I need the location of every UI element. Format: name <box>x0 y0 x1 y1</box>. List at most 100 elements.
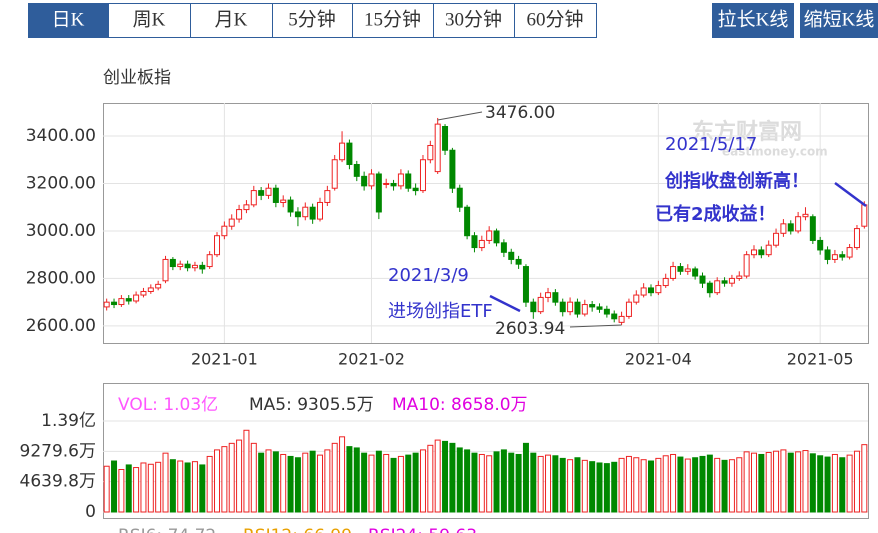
volume-bar <box>633 457 640 513</box>
y-tick-label: 4639.8万 <box>20 472 96 492</box>
candle-body <box>861 204 868 227</box>
volume-bar <box>743 451 750 513</box>
volume-bar <box>500 449 507 513</box>
volume-bar <box>780 449 787 513</box>
candle-body <box>383 182 390 185</box>
volume-bar <box>287 455 294 513</box>
candle-body <box>287 199 294 213</box>
candle-body <box>633 294 640 303</box>
volume-bar <box>817 455 824 513</box>
candle-body <box>728 277 735 284</box>
candle-body <box>250 190 257 206</box>
volume-bar <box>103 465 110 513</box>
watermark: eastmoney.com <box>722 145 828 159</box>
candle-body <box>434 123 441 173</box>
tab-label[interactable]: 60分钟 <box>526 8 583 30</box>
tab[interactable] <box>352 3 434 38</box>
button-label[interactable]: 拉长K线 <box>718 8 789 30</box>
volume-bar <box>302 452 309 513</box>
volume-bar <box>294 457 301 513</box>
volume-bar <box>206 455 213 513</box>
candle-body <box>500 242 507 253</box>
candle-body <box>831 254 838 260</box>
tab-label[interactable]: 30分钟 <box>445 8 502 30</box>
tab-label[interactable]: 月K <box>215 9 248 30</box>
volume-bar <box>456 447 463 513</box>
volume-bar <box>648 460 655 513</box>
volume-bar <box>471 452 478 513</box>
volume-bar <box>361 452 368 513</box>
y-tick-label: 2800.00 <box>26 268 96 288</box>
candle-body <box>199 264 206 270</box>
volume-bar <box>765 452 772 513</box>
candle-body <box>559 301 566 313</box>
volume-bar <box>545 454 552 513</box>
candle-body <box>118 298 125 306</box>
legend-entry: MA5: 9305.5万 <box>249 395 374 415</box>
volume-bar <box>596 462 603 513</box>
candle-body <box>655 285 662 294</box>
volume-bar <box>162 452 169 513</box>
candle-body <box>515 258 522 265</box>
volume-bar <box>677 456 684 513</box>
candle-body <box>706 282 713 294</box>
candle-body <box>125 298 132 302</box>
candle-body <box>522 266 529 303</box>
candle-body <box>191 264 198 269</box>
volume-bar <box>581 459 588 513</box>
candle-body <box>611 313 618 320</box>
volume-bar <box>493 451 500 513</box>
tab-label[interactable]: 15分钟 <box>364 8 421 30</box>
volume-bar <box>692 457 699 513</box>
candle-body <box>471 235 478 249</box>
candle-body <box>780 223 787 234</box>
volume-bar <box>508 452 515 513</box>
y-tick-label: 9279.6万 <box>20 441 96 461</box>
candle-body <box>155 283 162 289</box>
volume-bar <box>831 453 838 513</box>
candle-body <box>802 213 809 218</box>
candle-body <box>846 247 853 258</box>
volume-bar <box>625 455 632 513</box>
candle-body <box>236 209 243 220</box>
tab-label[interactable]: 5分钟 <box>288 8 336 30</box>
tab[interactable] <box>108 3 191 38</box>
candle-body <box>412 187 419 192</box>
candle-body <box>361 175 368 187</box>
x-tick-label: 2021-05 <box>787 350 854 369</box>
volume-bar <box>383 453 390 513</box>
tab-label[interactable]: 周K <box>133 9 166 30</box>
volume-bar <box>243 429 250 513</box>
candle-body <box>787 223 794 232</box>
tab[interactable] <box>28 3 109 38</box>
button[interactable] <box>712 3 794 38</box>
tab[interactable] <box>514 3 597 38</box>
candle-body <box>552 292 559 303</box>
tab[interactable] <box>272 3 353 38</box>
volume-bar <box>214 449 221 513</box>
tab-label[interactable]: 日K <box>52 9 85 30</box>
volume-bar <box>846 454 853 513</box>
candle-body <box>853 228 860 249</box>
volume-bar <box>684 458 691 513</box>
volume-bar <box>427 444 434 513</box>
button-label[interactable]: 缩短K线 <box>804 8 875 30</box>
callout-line <box>489 294 521 313</box>
candle-body <box>339 142 346 161</box>
volume-bar <box>522 442 529 513</box>
volume-bar <box>199 464 206 513</box>
button[interactable] <box>800 3 878 38</box>
candle-body <box>508 251 515 260</box>
candle-body <box>692 268 699 277</box>
volume-bar <box>434 439 441 513</box>
volume-bar <box>368 454 375 513</box>
tab[interactable] <box>433 3 515 38</box>
candle-body <box>721 280 728 284</box>
candle-body <box>795 216 802 232</box>
candle-body <box>280 199 287 203</box>
candle-body <box>486 230 493 241</box>
x-tick-label: 2021-01 <box>191 350 258 369</box>
y-tick-label: 2600.00 <box>26 316 96 336</box>
candle-body <box>581 304 588 315</box>
volume-bar <box>419 449 426 513</box>
